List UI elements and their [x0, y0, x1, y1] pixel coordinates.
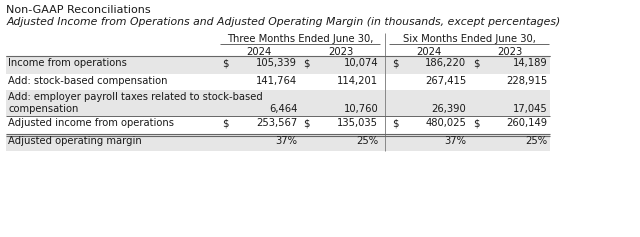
Text: compensation: compensation: [8, 104, 79, 114]
Text: 2024: 2024: [247, 47, 272, 57]
Text: 10,074: 10,074: [344, 58, 378, 68]
Text: $: $: [303, 58, 310, 68]
Text: 25%: 25%: [525, 136, 547, 146]
Text: Add: employer payroll taxes related to stock-based: Add: employer payroll taxes related to s…: [8, 92, 263, 102]
Text: $: $: [223, 58, 229, 68]
Text: $: $: [392, 118, 398, 128]
Text: 6,464: 6,464: [269, 104, 297, 114]
Text: Adjusted Income from Operations and Adjusted Operating Margin (in thousands, exc: Adjusted Income from Operations and Adju…: [6, 17, 561, 27]
Text: $: $: [473, 118, 479, 128]
Text: 2023: 2023: [328, 47, 353, 57]
Text: 141,764: 141,764: [256, 76, 297, 86]
Text: 253,567: 253,567: [256, 118, 297, 128]
Text: 2024: 2024: [416, 47, 441, 57]
Text: 135,035: 135,035: [337, 118, 378, 128]
Text: 37%: 37%: [444, 136, 467, 146]
Text: 114,201: 114,201: [337, 76, 378, 86]
Text: 17,045: 17,045: [513, 104, 547, 114]
Text: Six Months Ended June 30,: Six Months Ended June 30,: [403, 34, 536, 44]
Text: $: $: [392, 58, 398, 68]
Text: 37%: 37%: [275, 136, 297, 146]
Text: 260,149: 260,149: [506, 118, 547, 128]
Text: Add: stock-based compensation: Add: stock-based compensation: [8, 76, 168, 86]
Text: 26,390: 26,390: [432, 104, 467, 114]
Text: 10,760: 10,760: [344, 104, 378, 114]
Text: 105,339: 105,339: [256, 58, 297, 68]
Text: 14,189: 14,189: [513, 58, 547, 68]
Bar: [6, 134, 550, 151]
Text: 228,915: 228,915: [506, 76, 547, 86]
Text: 480,025: 480,025: [426, 118, 467, 128]
Bar: [6, 90, 550, 116]
Text: Income from operations: Income from operations: [8, 58, 127, 68]
Text: $: $: [223, 118, 229, 128]
Text: 186,220: 186,220: [426, 58, 467, 68]
Text: Adjusted operating margin: Adjusted operating margin: [8, 136, 142, 146]
Text: 25%: 25%: [356, 136, 378, 146]
Text: 2023: 2023: [497, 47, 522, 57]
Text: $: $: [303, 118, 310, 128]
Text: $: $: [473, 58, 479, 68]
Text: Adjusted income from operations: Adjusted income from operations: [8, 118, 174, 128]
Text: Three Months Ended June 30,: Three Months Ended June 30,: [227, 34, 373, 44]
Text: Non-GAAP Reconciliations: Non-GAAP Reconciliations: [6, 5, 151, 15]
Bar: [6, 56, 550, 74]
Text: 267,415: 267,415: [425, 76, 467, 86]
